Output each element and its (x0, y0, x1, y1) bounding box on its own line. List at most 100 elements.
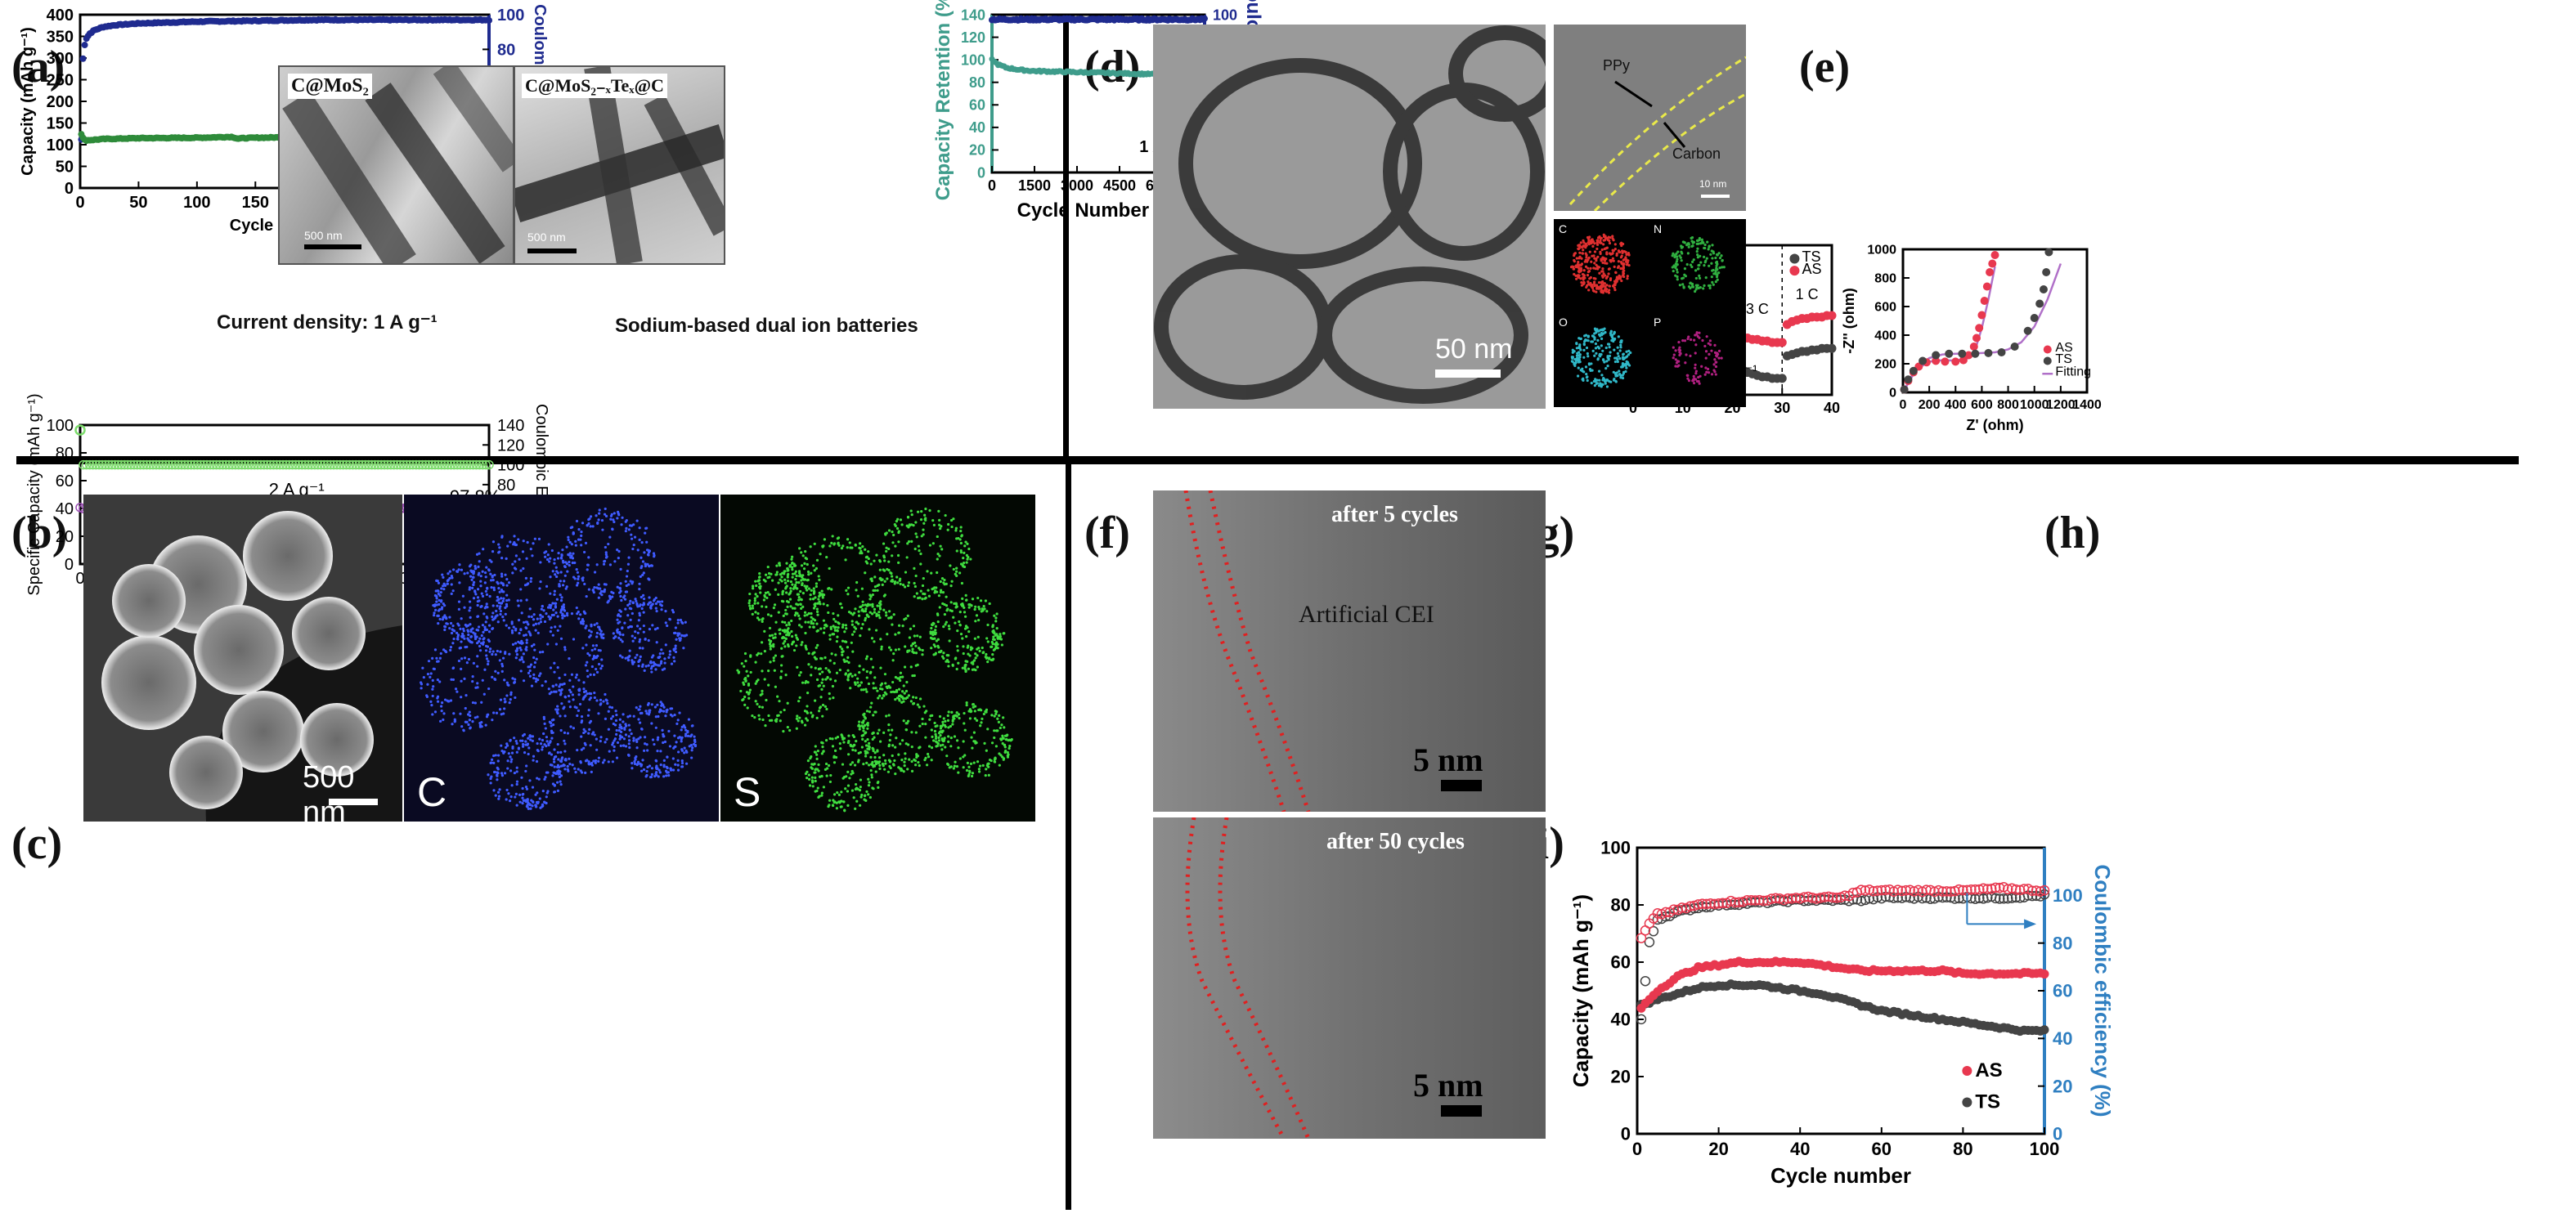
eds-dot (672, 656, 675, 659)
eds-dot (587, 522, 590, 526)
eds-dot (532, 673, 536, 676)
eds-dot (934, 735, 938, 738)
eds-dot (805, 717, 808, 720)
eds-dot (875, 614, 878, 617)
eds-dot (538, 737, 541, 741)
eds-dot (911, 643, 915, 646)
chart-e-ytick-label: 100 (961, 51, 985, 68)
eds-dot (580, 771, 584, 774)
chart-c-ce-point (259, 459, 269, 470)
eds-dot (868, 741, 871, 745)
eds-dot (635, 653, 639, 656)
eds-dot (641, 573, 644, 576)
eds-dot (550, 691, 553, 694)
eds-dot (940, 577, 945, 580)
eds-dot (823, 626, 826, 629)
eds-dot (493, 573, 496, 577)
eds-dot (491, 627, 494, 630)
chart-a-ylabel: Capacity (mAh g⁻¹) (19, 27, 37, 176)
eds-dot (436, 678, 439, 682)
chart-h-ts-point (2035, 299, 2044, 308)
eds-dot (597, 759, 600, 763)
eds-dot (964, 593, 967, 597)
eds-dot (993, 736, 996, 740)
eds-dot (586, 568, 589, 571)
eds-dot (442, 584, 445, 588)
eds-dot (670, 662, 674, 665)
eds-dot (962, 740, 965, 743)
chart-c-ce-point (285, 459, 294, 470)
eds-dot (611, 760, 615, 763)
eds-dot (947, 665, 950, 668)
eds-dot (841, 763, 845, 766)
eds-dot (885, 546, 888, 549)
eds-dot (974, 652, 977, 656)
eds-dot (671, 608, 674, 612)
chart-c-ce-point (234, 459, 244, 470)
eds-dot (937, 732, 941, 735)
eds-dot (563, 580, 566, 583)
eds-dot (559, 714, 562, 718)
eds-dot (993, 760, 996, 763)
eds-dot (577, 689, 581, 692)
eds-dot (634, 758, 637, 761)
eds-dot (765, 605, 768, 609)
eds-dot (566, 768, 569, 771)
eds-dot (491, 575, 494, 579)
eds-dot (962, 766, 965, 769)
eds-dot (832, 617, 836, 621)
chart-e-xtick-label: 0 (988, 177, 996, 194)
eds-dot (838, 801, 841, 804)
eds-dot (615, 756, 619, 759)
chart-a-ce-point (486, 16, 492, 24)
eds-dot (754, 611, 757, 614)
eds-dot (756, 678, 760, 682)
chart-c-ce-point (186, 459, 196, 470)
eds-dot (930, 728, 933, 732)
chart-g-legend-as: AS (1802, 261, 1822, 277)
eds-dot (583, 550, 586, 554)
eds-dot (557, 769, 560, 772)
eds-dot (819, 705, 823, 709)
eds-dot (576, 571, 579, 574)
eds-dot (628, 728, 631, 732)
eds-dot (558, 584, 561, 588)
eds-dot (570, 612, 574, 616)
eds-dot (596, 521, 599, 525)
eds-map-carbon: C (404, 495, 719, 822)
chart-i-ce-as-point (1790, 893, 1802, 903)
eds-dot (887, 560, 891, 563)
eds-dot (663, 740, 667, 744)
eds-dot (639, 736, 642, 739)
eds-dot (748, 688, 752, 692)
eds-dot (985, 637, 989, 640)
eds-dot (825, 774, 828, 777)
eds-dot (761, 617, 765, 620)
eds-dot (591, 644, 595, 647)
eds-dot (679, 618, 683, 622)
eds-dot (970, 774, 974, 778)
eds-dot (598, 512, 601, 515)
eds-dot (580, 735, 583, 738)
eds-dot (838, 668, 841, 672)
eds-dot (822, 684, 825, 687)
chart-c-ce-point (126, 459, 136, 470)
eds-dot (615, 728, 618, 732)
eds-dot (880, 647, 883, 651)
eds-dot (528, 804, 532, 807)
eds-dot (869, 562, 873, 566)
chart-c-ce-point (183, 459, 193, 470)
eds-dot (505, 557, 508, 560)
annotation-current-density: Current density: 1 A g⁻¹ (217, 311, 438, 334)
eds-dot (786, 575, 789, 579)
eds-dot (923, 513, 927, 517)
eds-dot (545, 612, 548, 616)
chart-c-ce-point (227, 459, 237, 470)
eds-dot (959, 633, 963, 636)
chart-c-ce-point (167, 459, 177, 470)
chart-h-ytick-label: 600 (1874, 301, 1896, 315)
eds-dot (815, 678, 819, 682)
eds-dot (871, 602, 874, 606)
eds-dot (919, 562, 922, 566)
chart-i-ce-as-point (1730, 897, 1740, 908)
